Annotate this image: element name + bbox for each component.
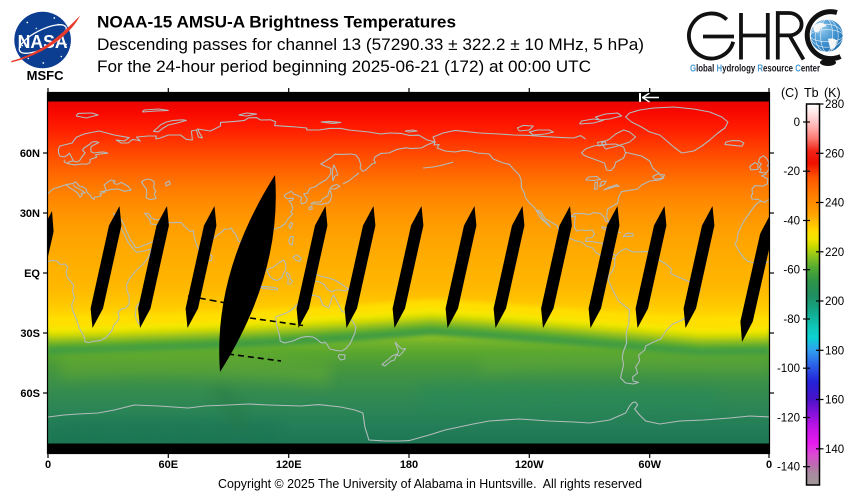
svg-text:-80: -80 <box>783 314 800 326</box>
svg-text:220: 220 <box>825 247 844 259</box>
svg-text:180: 180 <box>825 345 844 357</box>
svg-text:-40: -40 <box>783 216 800 228</box>
svg-text:120W: 120W <box>515 459 544 471</box>
svg-text:-60: -60 <box>783 265 800 277</box>
svg-text:NOAA-15 AMSU-A Brightness Temp: NOAA-15 AMSU-A Brightness Temperatures <box>97 13 456 32</box>
svg-text:EQ: EQ <box>24 268 40 280</box>
svg-text:60S: 60S <box>20 388 40 400</box>
svg-text:-140: -140 <box>777 462 800 474</box>
svg-text:160: 160 <box>825 395 844 407</box>
svg-text:0: 0 <box>766 459 772 471</box>
svg-text:(C): (C) <box>781 86 798 100</box>
svg-text:280: 280 <box>825 99 844 111</box>
svg-text:180: 180 <box>400 459 418 471</box>
svg-text:60E: 60E <box>159 459 179 471</box>
svg-text:240: 240 <box>825 198 844 210</box>
svg-text:140: 140 <box>825 444 844 456</box>
svg-text:-100: -100 <box>777 363 800 375</box>
svg-text:-20: -20 <box>783 166 800 178</box>
svg-text:30S: 30S <box>20 328 40 340</box>
svg-text:60W: 60W <box>638 459 661 471</box>
svg-text:260: 260 <box>825 148 844 160</box>
svg-text:MSFC: MSFC <box>27 68 64 83</box>
svg-text:Tb: Tb <box>804 86 819 100</box>
svg-text:-120: -120 <box>777 413 800 425</box>
svg-text:0: 0 <box>45 459 51 471</box>
svg-text:0: 0 <box>794 117 800 129</box>
svg-text:NASA: NASA <box>18 31 68 52</box>
svg-text:60N: 60N <box>20 148 40 160</box>
svg-text:30N: 30N <box>20 208 40 220</box>
svg-text:120E: 120E <box>276 459 302 471</box>
svg-text:Global Hydrology Resource Cent: Global Hydrology Resource Center <box>690 64 820 75</box>
svg-text:Copyright © 2025 The Universit: Copyright © 2025 The University of Alaba… <box>218 477 642 491</box>
svg-text:(K): (K) <box>824 86 841 100</box>
svg-text:For the 24-hour period beginni: For the 24-hour period beginning 2025-06… <box>97 57 591 76</box>
svg-text:200: 200 <box>825 296 844 308</box>
svg-text:Descending passes for channel: Descending passes for channel 13 (57290.… <box>97 35 644 54</box>
